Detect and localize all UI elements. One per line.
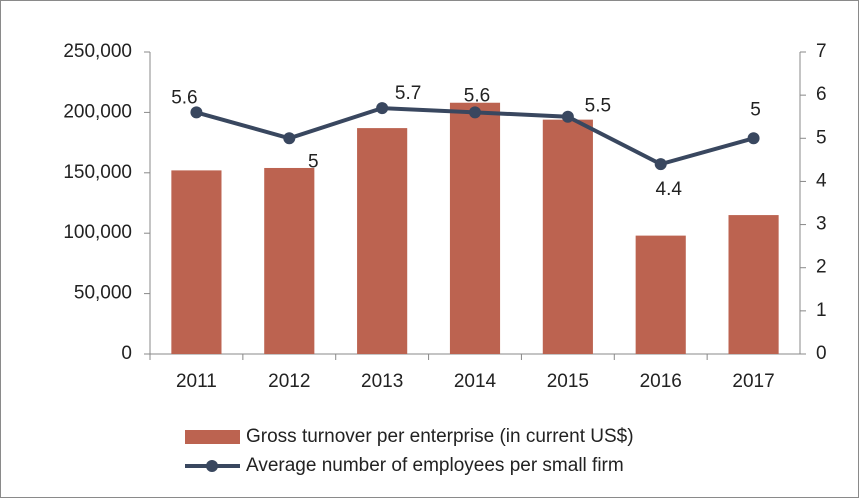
y2-tick-label: 6 — [816, 84, 827, 105]
line-marker — [190, 106, 203, 119]
legend-label: Gross turnover per enterprise (in curren… — [246, 426, 634, 447]
line-marker — [561, 110, 574, 123]
y2-tick-label: 5 — [816, 127, 827, 148]
data-label: 4.4 — [656, 179, 683, 200]
data-label: 5.7 — [395, 83, 421, 104]
x-tick-label: 2011 — [176, 371, 217, 392]
y-tick-label: 100,000 — [63, 222, 132, 243]
line-marker — [747, 132, 760, 145]
bar — [264, 167, 315, 354]
y-tick-label: 250,000 — [63, 41, 132, 62]
line-marker — [654, 158, 667, 171]
data-label: 5.5 — [585, 96, 611, 117]
y2-tick-label: 2 — [816, 257, 827, 278]
x-tick-label: 2014 — [454, 371, 497, 392]
legend-marker — [206, 460, 218, 472]
x-tick-label: 2015 — [547, 371, 589, 392]
legend-swatch — [185, 430, 240, 444]
line-marker — [469, 106, 481, 119]
data-label: 5.6 — [464, 85, 490, 106]
y-tick-label: 50,000 — [74, 283, 132, 304]
x-tick-label: 2016 — [640, 371, 682, 392]
y2-tick-label: 4 — [816, 170, 827, 191]
y-tick-label: 150,000 — [63, 162, 132, 183]
x-tick-label: 2017 — [732, 371, 774, 392]
x-tick-label: 2013 — [361, 371, 403, 392]
y-tick-label: 200,000 — [63, 101, 132, 122]
x-tick-label: 2012 — [268, 371, 310, 392]
bar — [357, 128, 408, 354]
y-tick-label: 0 — [121, 343, 132, 364]
y2-tick-label: 1 — [816, 300, 827, 321]
data-label: 5.6 — [171, 87, 197, 108]
bar — [635, 235, 686, 354]
bar — [728, 215, 779, 354]
y2-tick-label: 3 — [816, 214, 827, 235]
y2-tick-label: 0 — [816, 343, 827, 364]
y2-tick-label: 7 — [816, 41, 827, 62]
line-marker — [376, 102, 389, 115]
line-marker — [283, 132, 296, 145]
data-label: 5 — [308, 151, 319, 172]
legend-label: Average number of employees per small fi… — [246, 455, 624, 476]
bar — [449, 102, 501, 355]
data-label: 5 — [750, 99, 761, 120]
bar — [542, 119, 593, 354]
bar — [171, 170, 222, 354]
